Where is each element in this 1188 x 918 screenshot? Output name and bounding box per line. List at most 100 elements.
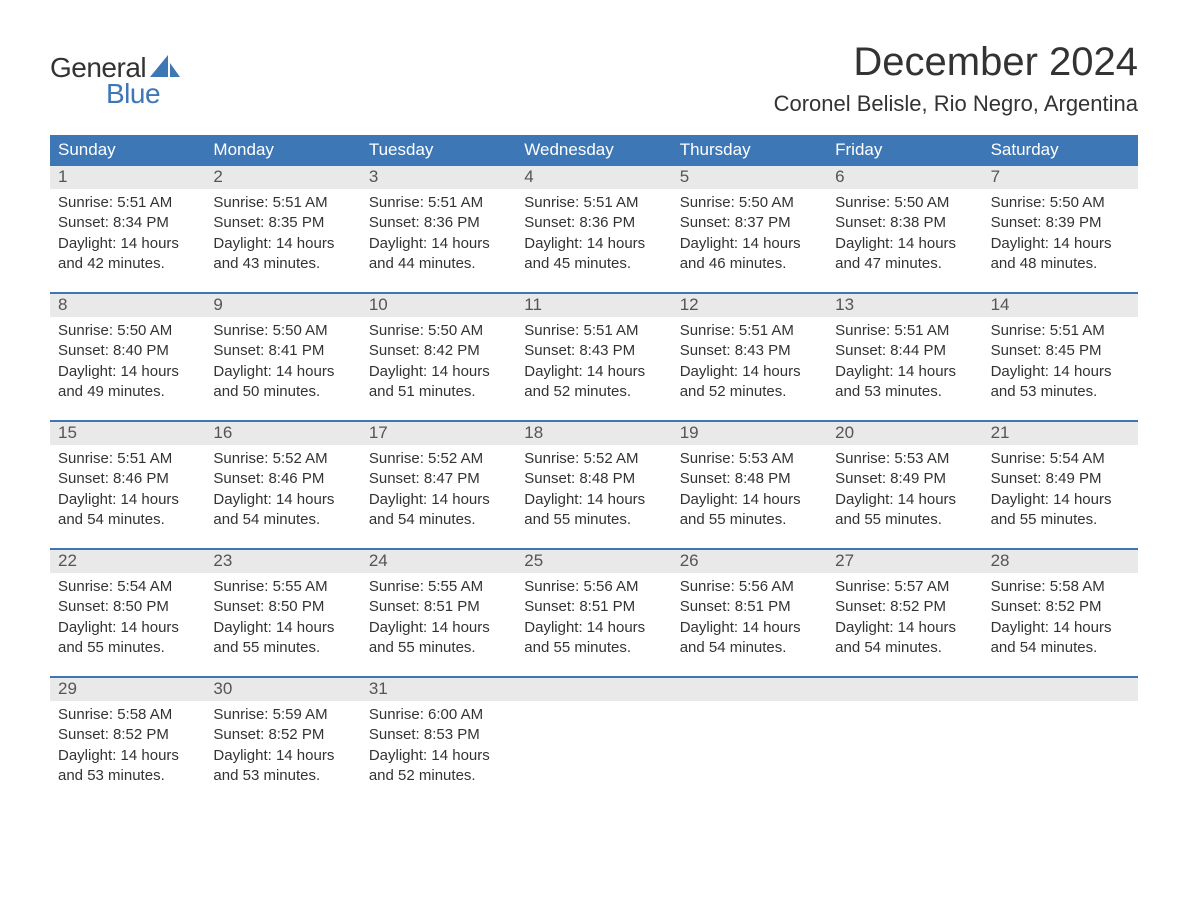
daylight-text: Daylight: 14 hours bbox=[213, 490, 352, 510]
sunrise-text: Sunrise: 5:59 AM bbox=[213, 705, 352, 725]
sunset-text: Sunset: 8:52 PM bbox=[991, 597, 1130, 617]
sunset-text: Sunset: 8:36 PM bbox=[369, 213, 508, 233]
day-number: 3 bbox=[361, 166, 516, 189]
sunset-text: Sunset: 8:46 PM bbox=[213, 469, 352, 489]
sunrise-text: Sunrise: 5:58 AM bbox=[58, 705, 197, 725]
daylight-text: and 55 minutes. bbox=[835, 510, 974, 530]
week-row: 891011121314Sunrise: 5:50 AMSunset: 8:40… bbox=[50, 292, 1138, 402]
day-cell: Sunrise: 5:50 AMSunset: 8:37 PMDaylight:… bbox=[672, 189, 827, 274]
daylight-text: Daylight: 14 hours bbox=[524, 490, 663, 510]
weekday-label: Thursday bbox=[672, 135, 827, 166]
daylight-text: Daylight: 14 hours bbox=[369, 234, 508, 254]
day-number: 15 bbox=[50, 422, 205, 445]
sunrise-text: Sunrise: 6:00 AM bbox=[369, 705, 508, 725]
sunrise-text: Sunrise: 5:51 AM bbox=[369, 193, 508, 213]
day-cell: Sunrise: 5:51 AMSunset: 8:46 PMDaylight:… bbox=[50, 445, 205, 530]
daylight-text: Daylight: 14 hours bbox=[991, 618, 1130, 638]
day-cell: Sunrise: 5:51 AMSunset: 8:35 PMDaylight:… bbox=[205, 189, 360, 274]
daylight-text: Daylight: 14 hours bbox=[369, 618, 508, 638]
week-row: 15161718192021Sunrise: 5:51 AMSunset: 8:… bbox=[50, 420, 1138, 530]
daylight-text: Daylight: 14 hours bbox=[213, 362, 352, 382]
daylight-text: and 55 minutes. bbox=[524, 638, 663, 658]
daylight-text: and 53 minutes. bbox=[991, 382, 1130, 402]
sunset-text: Sunset: 8:35 PM bbox=[213, 213, 352, 233]
month-title: December 2024 bbox=[774, 40, 1138, 85]
sunset-text: Sunset: 8:34 PM bbox=[58, 213, 197, 233]
sunrise-text: Sunrise: 5:55 AM bbox=[369, 577, 508, 597]
location-text: Coronel Belisle, Rio Negro, Argentina bbox=[774, 91, 1138, 117]
day-number: 5 bbox=[672, 166, 827, 189]
day-cell: Sunrise: 5:54 AMSunset: 8:50 PMDaylight:… bbox=[50, 573, 205, 658]
day-number: 12 bbox=[672, 294, 827, 317]
sunset-text: Sunset: 8:52 PM bbox=[835, 597, 974, 617]
daylight-text: and 52 minutes. bbox=[369, 766, 508, 786]
calendar: Sunday Monday Tuesday Wednesday Thursday… bbox=[50, 135, 1138, 786]
sunrise-text: Sunrise: 5:52 AM bbox=[524, 449, 663, 469]
sunrise-text: Sunrise: 5:51 AM bbox=[680, 321, 819, 341]
day-number: 28 bbox=[983, 550, 1138, 573]
day-cell: Sunrise: 5:51 AMSunset: 8:36 PMDaylight:… bbox=[361, 189, 516, 274]
day-number: 16 bbox=[205, 422, 360, 445]
daylight-text: and 45 minutes. bbox=[524, 254, 663, 274]
daylight-text: and 54 minutes. bbox=[991, 638, 1130, 658]
sunset-text: Sunset: 8:45 PM bbox=[991, 341, 1130, 361]
sunrise-text: Sunrise: 5:54 AM bbox=[58, 577, 197, 597]
sunset-text: Sunset: 8:39 PM bbox=[991, 213, 1130, 233]
daylight-text: and 55 minutes. bbox=[369, 638, 508, 658]
sunset-text: Sunset: 8:36 PM bbox=[524, 213, 663, 233]
sunset-text: Sunset: 8:53 PM bbox=[369, 725, 508, 745]
daylight-text: Daylight: 14 hours bbox=[835, 490, 974, 510]
day-number: 23 bbox=[205, 550, 360, 573]
day-data-row: Sunrise: 5:51 AMSunset: 8:34 PMDaylight:… bbox=[50, 189, 1138, 274]
sunset-text: Sunset: 8:40 PM bbox=[58, 341, 197, 361]
sunset-text: Sunset: 8:43 PM bbox=[524, 341, 663, 361]
day-number: 19 bbox=[672, 422, 827, 445]
sunset-text: Sunset: 8:48 PM bbox=[680, 469, 819, 489]
sunrise-text: Sunrise: 5:50 AM bbox=[835, 193, 974, 213]
day-cell: Sunrise: 6:00 AMSunset: 8:53 PMDaylight:… bbox=[361, 701, 516, 786]
day-number: 13 bbox=[827, 294, 982, 317]
day-cell: Sunrise: 5:50 AMSunset: 8:40 PMDaylight:… bbox=[50, 317, 205, 402]
week-row: 1234567Sunrise: 5:51 AMSunset: 8:34 PMDa… bbox=[50, 166, 1138, 274]
sunrise-text: Sunrise: 5:50 AM bbox=[991, 193, 1130, 213]
day-number: 31 bbox=[361, 678, 516, 701]
daylight-text: and 55 minutes. bbox=[213, 638, 352, 658]
day-cell: Sunrise: 5:52 AMSunset: 8:46 PMDaylight:… bbox=[205, 445, 360, 530]
weekday-label: Tuesday bbox=[361, 135, 516, 166]
sunrise-text: Sunrise: 5:56 AM bbox=[524, 577, 663, 597]
daylight-text: Daylight: 14 hours bbox=[835, 234, 974, 254]
brand-logo: General Blue bbox=[50, 40, 180, 110]
day-number: 14 bbox=[983, 294, 1138, 317]
sunset-text: Sunset: 8:50 PM bbox=[213, 597, 352, 617]
day-cell: Sunrise: 5:51 AMSunset: 8:43 PMDaylight:… bbox=[516, 317, 671, 402]
sunrise-text: Sunrise: 5:50 AM bbox=[369, 321, 508, 341]
sunrise-text: Sunrise: 5:50 AM bbox=[213, 321, 352, 341]
daylight-text: Daylight: 14 hours bbox=[369, 362, 508, 382]
weekday-header-row: Sunday Monday Tuesday Wednesday Thursday… bbox=[50, 135, 1138, 166]
day-number: 25 bbox=[516, 550, 671, 573]
daylight-text: and 54 minutes. bbox=[680, 638, 819, 658]
daylight-text: Daylight: 14 hours bbox=[680, 362, 819, 382]
daylight-text: and 50 minutes. bbox=[213, 382, 352, 402]
daylight-text: Daylight: 14 hours bbox=[680, 618, 819, 638]
daylight-text: and 53 minutes. bbox=[213, 766, 352, 786]
sunset-text: Sunset: 8:50 PM bbox=[58, 597, 197, 617]
daylight-text: Daylight: 14 hours bbox=[835, 618, 974, 638]
day-cell: Sunrise: 5:51 AMSunset: 8:34 PMDaylight:… bbox=[50, 189, 205, 274]
day-cell: Sunrise: 5:50 AMSunset: 8:42 PMDaylight:… bbox=[361, 317, 516, 402]
day-cell: Sunrise: 5:50 AMSunset: 8:39 PMDaylight:… bbox=[983, 189, 1138, 274]
daylight-text: Daylight: 14 hours bbox=[58, 362, 197, 382]
sunrise-text: Sunrise: 5:51 AM bbox=[58, 193, 197, 213]
daynum-row: 293031 bbox=[50, 678, 1138, 701]
sunset-text: Sunset: 8:49 PM bbox=[835, 469, 974, 489]
daylight-text: and 55 minutes. bbox=[58, 638, 197, 658]
day-cell: Sunrise: 5:55 AMSunset: 8:50 PMDaylight:… bbox=[205, 573, 360, 658]
day-cell: Sunrise: 5:59 AMSunset: 8:52 PMDaylight:… bbox=[205, 701, 360, 786]
daylight-text: Daylight: 14 hours bbox=[58, 746, 197, 766]
daylight-text: and 44 minutes. bbox=[369, 254, 508, 274]
sunset-text: Sunset: 8:52 PM bbox=[213, 725, 352, 745]
day-number: 27 bbox=[827, 550, 982, 573]
day-number: 22 bbox=[50, 550, 205, 573]
sunrise-text: Sunrise: 5:51 AM bbox=[213, 193, 352, 213]
day-number: 18 bbox=[516, 422, 671, 445]
